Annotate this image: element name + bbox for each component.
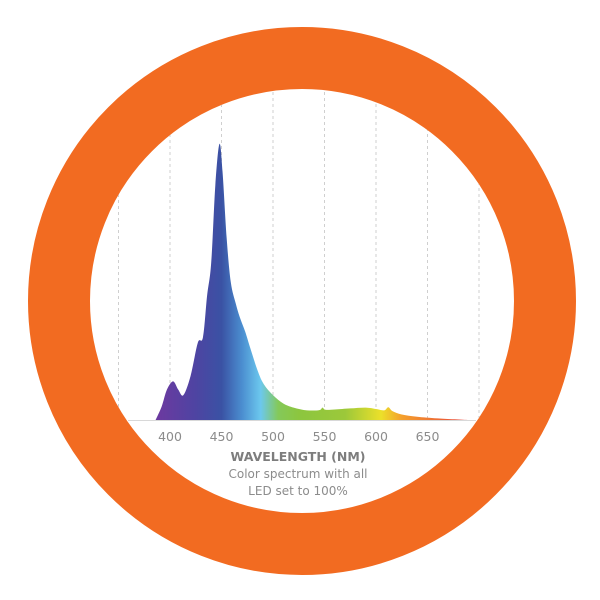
orange-ring	[28, 27, 576, 575]
x-axis-label: WAVELENGTH (NM)	[231, 449, 366, 464]
x-tick-label: 600	[364, 429, 388, 444]
x-tick-label: 500	[261, 429, 285, 444]
caption-line-2: LED set to 100%	[248, 484, 348, 498]
caption-line-1: Color spectrum with all	[228, 467, 367, 481]
x-tick-label: 650	[416, 429, 440, 444]
spectrum-area	[155, 143, 469, 420]
x-tick-label: 400	[158, 429, 182, 444]
x-tick-label: 450	[210, 429, 234, 444]
x-tick-label: 550	[313, 429, 337, 444]
